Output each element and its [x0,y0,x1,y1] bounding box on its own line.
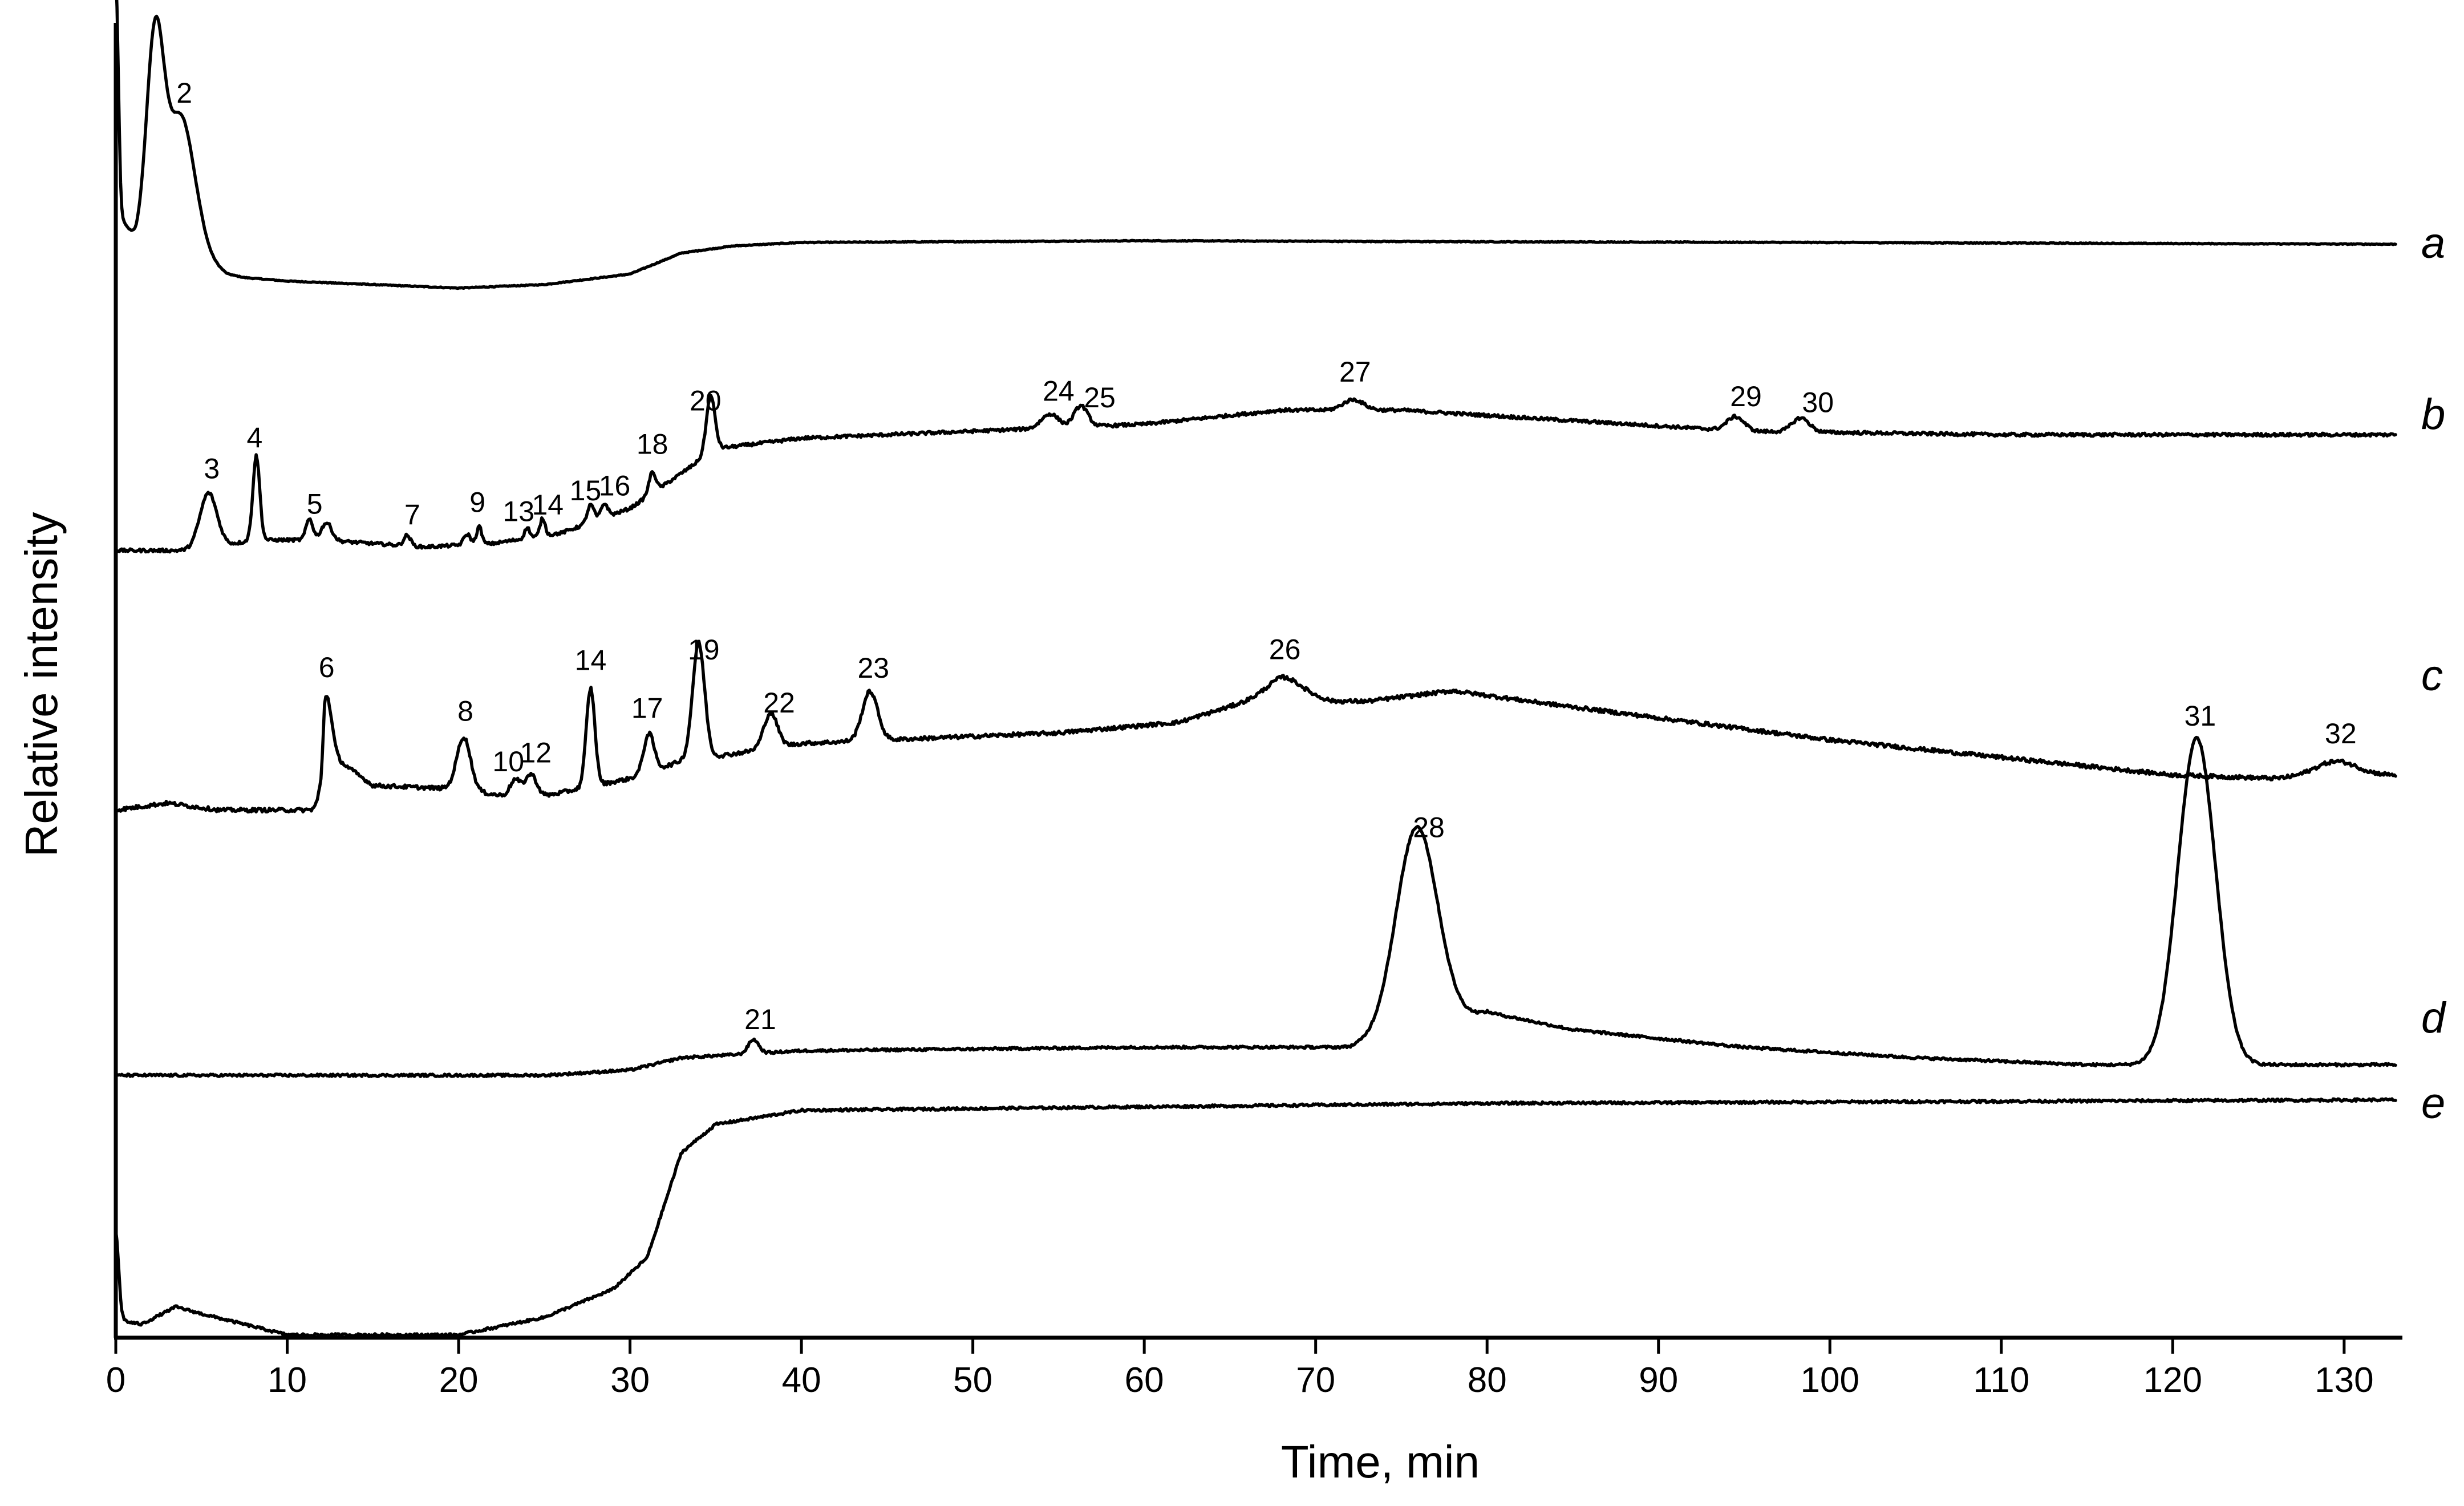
trace-c [114,639,2397,814]
series-labels: a b c de [2421,219,2447,1128]
peak-label: 30 [1802,386,1834,418]
x-tick-label: 120 [2143,1361,2202,1400]
peak-label: 32 [2325,718,2357,750]
peak-label: 29 [1730,380,1762,412]
peak-label: 14 [575,645,607,677]
x-tick-label: 130 [2315,1361,2373,1400]
x-tick-label: 10 [268,1361,307,1400]
peak-label: 24 [1043,375,1075,407]
peak-label: 17 [631,692,663,724]
series-label-d: d [2421,994,2447,1042]
peak-label: 18 [637,428,668,460]
peak-label: 19 [688,634,720,666]
x-tick-label: 100 [1801,1361,1859,1400]
peak-label: 20 [690,385,722,417]
trace-a [115,0,2397,290]
series-label-e: e [2421,1079,2445,1128]
peak-label: 22 [763,687,795,719]
peak-label: 26 [1269,634,1301,666]
chromatogram-traces [114,0,2397,1338]
peak-label: 16 [599,470,631,502]
peak-label: 31 [2185,700,2216,732]
x-tick-label: 110 [1973,1361,2029,1400]
peak-label: 14 [532,489,564,521]
peak-label: 5 [307,488,323,520]
peak-label: 10 [492,746,524,778]
x-tick-label: 90 [1639,1361,1678,1400]
x-tick-label: 0 [106,1361,125,1400]
peak-label: 9 [469,486,485,518]
trace-b [114,394,2397,554]
series-label-b: b [2421,390,2445,439]
peak-label: 28 [1413,812,1445,844]
peak-label: 25 [1084,382,1116,414]
peak-label: 4 [247,422,263,454]
peak-label: 23 [858,652,890,684]
x-tick-label: 40 [782,1361,821,1400]
x-tick-label: 60 [1125,1361,1164,1400]
y-axis-label: Relative intensity [16,512,67,857]
trace-d [114,735,2397,1078]
trace-e [114,1097,2397,1338]
peak-label: 3 [204,452,220,484]
x-tick-label: 20 [439,1361,479,1400]
series-label-c: c [2421,651,2443,700]
peak-label: 1 [149,0,165,5]
x-axis-ticks: 0 10 20 30 40 50 60 70 80 90 100 110 120 130 [106,1338,2374,1400]
peak-label: 13 [502,496,534,528]
y-axis-title: Relative intensity [16,512,67,857]
x-tick-label: 30 [610,1361,650,1400]
peak-label: 15 [570,475,602,507]
peak-label: 12 [520,737,552,769]
x-tick-label: 50 [953,1361,992,1400]
peak-label: 8 [457,695,473,727]
series-label-a: a [2421,219,2445,268]
peak-label: 2 [176,77,192,109]
x-tick-label: 70 [1296,1361,1335,1400]
x-tick-label: 80 [1468,1361,1507,1400]
x-axis-title: Time, min [1281,1436,1480,1487]
peak-label: 21 [744,1003,776,1035]
peak-label: 7 [404,499,420,531]
peak-label: 6 [319,651,335,683]
peak-label: 27 [1339,356,1371,388]
peak-labels: 1234579131415161820242527293068101214171… [149,0,2356,1035]
